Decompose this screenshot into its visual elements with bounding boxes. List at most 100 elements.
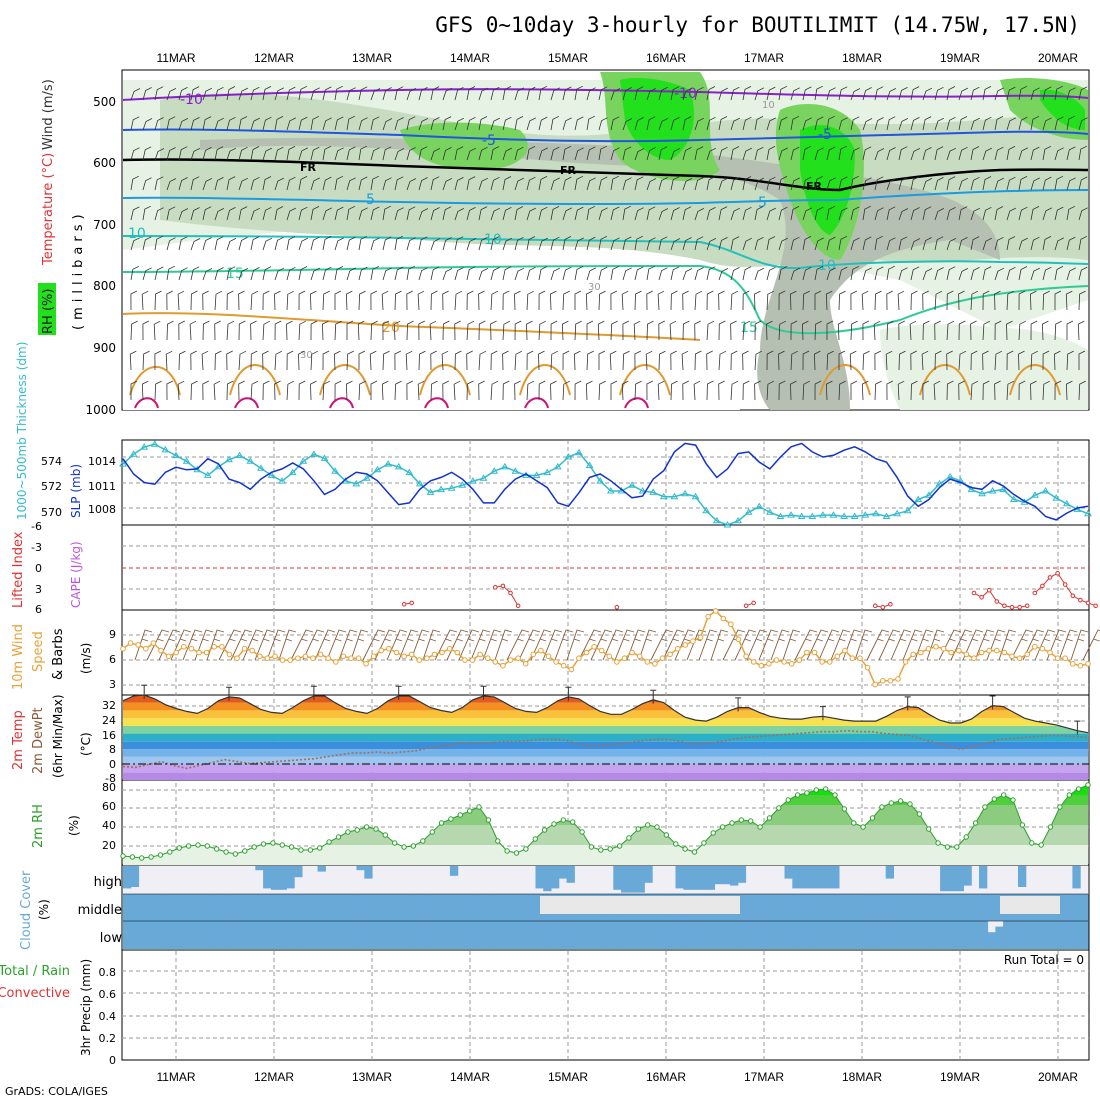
wind-barb (874, 266, 884, 281)
wind-barb (274, 267, 285, 281)
wind-speed-point (477, 651, 483, 658)
wind-barb (958, 237, 968, 251)
wind-barb (670, 238, 681, 251)
wind-barb (490, 207, 501, 221)
wind-barb (322, 350, 330, 371)
wind-barb (346, 236, 356, 251)
wind-barb (813, 350, 821, 371)
cloud-cell (628, 866, 638, 893)
wind-barb (1066, 146, 1076, 161)
wind-speed-point (644, 659, 651, 665)
wind-barb (670, 207, 680, 221)
pressure-tick-label: 900 (93, 341, 116, 355)
wind-barb (298, 320, 306, 341)
wind-barb (298, 147, 308, 161)
rh-point (345, 829, 351, 835)
wind-barb (502, 350, 509, 371)
thickness-point (161, 445, 170, 453)
wind-barb (586, 236, 596, 251)
wind-barb (633, 320, 641, 341)
cloud-cell (539, 921, 549, 949)
wind-speed-point (1062, 655, 1068, 662)
wind-barb-10m (314, 629, 336, 661)
wind-speed-point (234, 655, 240, 662)
wind-barb (742, 206, 752, 221)
wind-speed-point (416, 657, 423, 663)
cloud-cell (779, 921, 788, 949)
wind-barb (982, 320, 991, 341)
temp-contour-15 (122, 264, 1089, 335)
thickness-point (394, 462, 403, 470)
lifted-index-point (1062, 582, 1068, 587)
wind-speed-point (568, 666, 575, 673)
wind-barb (298, 266, 308, 281)
wind-barb (478, 146, 488, 161)
wind-barb (898, 146, 908, 161)
wind-barb (597, 320, 605, 341)
wind-barb (742, 237, 753, 251)
wind-speed-point (826, 659, 833, 665)
wind-barb (730, 350, 738, 371)
wind-barb (910, 350, 917, 371)
wind-barb (322, 145, 332, 161)
thickness-point (257, 464, 265, 471)
thickness-point (850, 512, 859, 519)
wind-barb (454, 86, 464, 101)
wind-barb (526, 350, 534, 371)
wind-barb (862, 146, 872, 161)
cloud-cell (940, 866, 949, 892)
cloud-cell (655, 921, 664, 949)
rh-point (476, 804, 482, 810)
wind-barb (394, 207, 404, 221)
wind-barb (406, 237, 416, 251)
wind-barb (1078, 176, 1088, 191)
lifted-index-point (1009, 604, 1015, 610)
precip-tick-label: 0.2 (99, 1032, 117, 1045)
wind-barb (622, 87, 632, 101)
wind-barb (1006, 117, 1016, 131)
cloud-cell (493, 894, 502, 921)
wind-barb (262, 176, 272, 191)
wind-speed-point (1016, 655, 1023, 662)
wind-barb-10m (830, 629, 851, 661)
cloud-cell (255, 866, 264, 871)
wind-barb (766, 117, 776, 131)
cloud-cell (169, 894, 178, 921)
wind-barb (982, 147, 992, 161)
cloud-cell (161, 894, 170, 921)
wind-barb (358, 176, 368, 191)
cloud-cell (543, 866, 552, 892)
wind-barb (682, 206, 692, 221)
wind-barb (346, 267, 356, 281)
wind-barb (454, 267, 464, 281)
temp-tick-label: 24 (102, 714, 116, 727)
wind-barb (585, 290, 593, 311)
cloud-cell (632, 921, 641, 949)
cloud-cell (377, 921, 386, 949)
wind-barb (1042, 380, 1050, 401)
rh-point (748, 818, 754, 824)
minmax-whisker (141, 684, 148, 699)
wind-barb (826, 267, 836, 281)
date-label: 16MAR (646, 1070, 686, 1084)
lifted-index-point (986, 587, 992, 593)
thickness-point (861, 511, 870, 518)
cloud-cell (478, 894, 487, 921)
temp-tick-label: 8 (109, 743, 116, 756)
wind-barb-10m (950, 629, 973, 661)
wind-speed-point (591, 644, 597, 650)
cloud-cell (1072, 921, 1081, 949)
wind-barb (790, 350, 798, 371)
wind-barb (1053, 350, 1061, 371)
wind-barb (610, 175, 619, 191)
wind-barb (166, 237, 176, 251)
rh-point (120, 853, 126, 859)
wind-barb (514, 380, 521, 401)
wind-barb (382, 236, 392, 251)
wind-barb (838, 290, 846, 311)
wind-barb (610, 116, 620, 131)
rh-point (682, 846, 688, 852)
wind-barb (754, 116, 764, 131)
wind-barb-10m (758, 629, 779, 661)
wind-barb-10m (434, 629, 458, 661)
